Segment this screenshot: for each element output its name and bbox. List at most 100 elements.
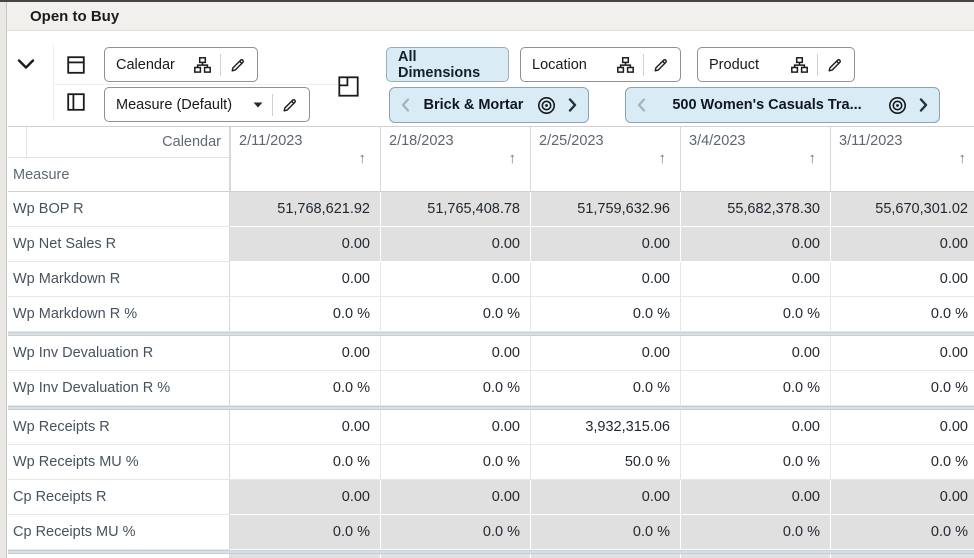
grid-cell[interactable]: 0.0 %: [380, 515, 530, 550]
location-slice-tile[interactable]: Brick & Mortar: [389, 87, 589, 123]
row-axis-button[interactable]: [66, 55, 86, 75]
grid-cell[interactable]: 0.00: [530, 480, 680, 515]
grid-cell[interactable]: 0.00: [830, 227, 974, 262]
grid-cell[interactable]: 0.0 %: [830, 371, 974, 406]
grid-cell[interactable]: 0.00: [530, 336, 680, 371]
next-product-icon[interactable]: [919, 98, 928, 112]
layout-toggle-button[interactable]: [336, 74, 360, 98]
grid-cell[interactable]: 0.0 %: [530, 371, 680, 406]
measure-profile-label: Measure (Default): [116, 96, 233, 113]
column-header[interactable]: 2/25/2023 ↑: [530, 127, 680, 191]
row-header[interactable]: Wp Receipts MU %: [8, 445, 230, 480]
edit-pencil-icon[interactable]: [653, 57, 669, 73]
grid-cell[interactable]: 0.0 %: [230, 445, 380, 480]
grid-cell[interactable]: 0.0 %: [680, 515, 830, 550]
grid-cell[interactable]: 0.00: [380, 410, 530, 445]
row-header[interactable]: Wp Receipts R: [8, 410, 230, 445]
row-header[interactable]: Wp Markdown R: [8, 262, 230, 297]
grid-cell[interactable]: 51,768,621.92: [230, 192, 380, 227]
measure-profile-button[interactable]: Measure (Default): [104, 87, 310, 122]
grid-cell[interactable]: 0.00: [680, 336, 830, 371]
grid-cell[interactable]: 0.00: [530, 262, 680, 297]
column-axis-button[interactable]: [66, 92, 86, 112]
edit-pencil-icon[interactable]: [827, 57, 843, 73]
grid-cell[interactable]: 0.0 %: [680, 297, 830, 332]
target-icon[interactable]: [888, 96, 907, 115]
collapse-toolbar-button[interactable]: [15, 55, 37, 73]
grid-cell[interactable]: 0.00: [830, 336, 974, 371]
grid-cell[interactable]: 0.0 %: [230, 297, 380, 332]
grid-cell[interactable]: 0.00: [680, 480, 830, 515]
grid-cell[interactable]: 0.00: [230, 262, 380, 297]
row-header[interactable]: Wp BOP R: [8, 192, 230, 227]
grid-cell[interactable]: 0.00: [230, 480, 380, 515]
grid-cell[interactable]: 0.0 %: [380, 445, 530, 480]
grid-cell[interactable]: 0.0 %: [380, 297, 530, 332]
column-header[interactable]: 2/11/2023 ↑: [230, 127, 380, 191]
grid-cell[interactable]: 50.0 %: [530, 445, 680, 480]
edit-pencil-icon[interactable]: [230, 57, 246, 73]
sort-ascending-icon[interactable]: ↑: [658, 150, 667, 167]
grid-cell[interactable]: 0.00: [680, 227, 830, 262]
grid-cell[interactable]: 0.00: [680, 410, 830, 445]
grid-cell[interactable]: [830, 554, 974, 558]
row-header[interactable]: Wp Net Sales R: [8, 227, 230, 262]
row-header[interactable]: Wp Inv Devaluation R %: [8, 371, 230, 406]
sort-ascending-icon[interactable]: ↑: [808, 150, 817, 167]
grid-cell[interactable]: [230, 554, 380, 558]
grid-cell[interactable]: 0.00: [380, 480, 530, 515]
grid-cell[interactable]: 0.00: [680, 262, 830, 297]
grid-cell[interactable]: 0.0 %: [830, 515, 974, 550]
edit-pencil-icon[interactable]: [282, 97, 298, 113]
sort-ascending-icon[interactable]: ↑: [358, 150, 367, 167]
column-header[interactable]: 2/18/2023 ↑: [380, 127, 530, 191]
grid-cell[interactable]: 0.0 %: [230, 515, 380, 550]
grid-cell[interactable]: 55,670,301.02: [830, 192, 974, 227]
all-dimensions-button[interactable]: All Dimensions: [386, 47, 509, 82]
row-header[interactable]: Wp Inv Devaluation R: [8, 336, 230, 371]
grid-cell[interactable]: 0.0 %: [230, 371, 380, 406]
sort-ascending-icon[interactable]: ↑: [508, 150, 517, 167]
grid-cell[interactable]: 0.00: [830, 410, 974, 445]
product-slice-tile[interactable]: 500 Women's Casuals Tra...: [625, 87, 940, 123]
grid-cell[interactable]: 0.00: [380, 262, 530, 297]
grid-cell[interactable]: [380, 554, 530, 558]
grid-cell[interactable]: 0.0 %: [830, 445, 974, 480]
location-dimension-button[interactable]: Location: [520, 47, 681, 82]
target-icon[interactable]: [537, 96, 556, 115]
grid-cell[interactable]: 0.00: [230, 336, 380, 371]
grid-cell[interactable]: 0.00: [380, 227, 530, 262]
grid-cell[interactable]: 0.00: [530, 227, 680, 262]
grid-cell[interactable]: 51,765,408.78: [380, 192, 530, 227]
calendar-axis-button[interactable]: Calendar: [104, 47, 258, 82]
previous-location-icon[interactable]: [401, 98, 410, 112]
grid-cell[interactable]: 0.0 %: [530, 297, 680, 332]
next-location-icon[interactable]: [568, 98, 577, 112]
grid-cell[interactable]: 51,759,632.96: [530, 192, 680, 227]
grid-cell[interactable]: 0.00: [230, 410, 380, 445]
grid-cell[interactable]: 0.0 %: [830, 297, 974, 332]
left-panel-edge[interactable]: [0, 2, 7, 558]
column-header[interactable]: 3/11/2023 ↑: [830, 127, 974, 191]
grid-cell[interactable]: 0.0 %: [680, 371, 830, 406]
row-header[interactable]: Cp Receipts R: [8, 480, 230, 515]
grid-cell[interactable]: 0.00: [830, 262, 974, 297]
product-dimension-button[interactable]: Product: [697, 47, 855, 82]
grid-cell[interactable]: [680, 554, 830, 558]
grid-cell[interactable]: 0.00: [380, 336, 530, 371]
column-header[interactable]: 3/4/2023 ↑: [680, 127, 830, 191]
sort-ascending-icon[interactable]: ↑: [958, 150, 967, 167]
caret-down-icon[interactable]: [253, 102, 263, 108]
grid-cell[interactable]: [530, 554, 680, 558]
grid-cell[interactable]: 3,932,315.06: [530, 410, 680, 445]
grid-cell[interactable]: 0.0 %: [530, 515, 680, 550]
grid-cell[interactable]: 55,682,378.30: [680, 192, 830, 227]
row-header[interactable]: Cp Receipts MU %: [8, 515, 230, 550]
grid-cell[interactable]: 0.0 %: [380, 371, 530, 406]
row-header[interactable]: Wp Markdown R %: [8, 297, 230, 332]
row-header[interactable]: [8, 554, 230, 558]
grid-cell[interactable]: 0.0 %: [680, 445, 830, 480]
previous-product-icon[interactable]: [637, 98, 646, 112]
grid-cell[interactable]: 0.00: [830, 480, 974, 515]
grid-cell[interactable]: 0.00: [230, 227, 380, 262]
